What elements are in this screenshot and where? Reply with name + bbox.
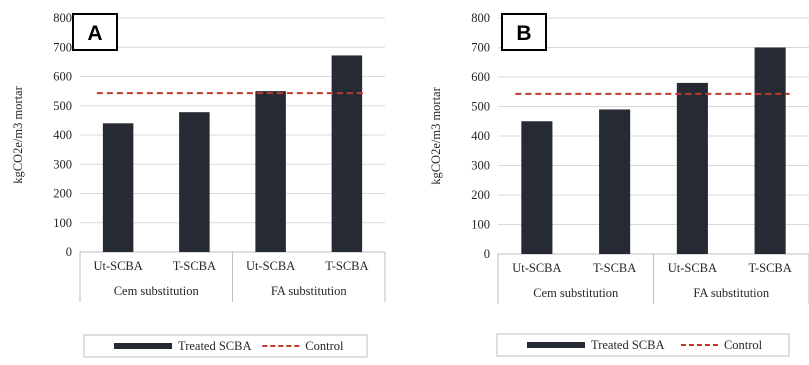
legend-box [496,333,790,357]
legend-line-label: Control [305,339,344,353]
bar [102,123,134,252]
y-tick-label: 100 [53,216,72,230]
x-category-label: Ut-SCBA [93,259,142,273]
y-axis-label: kgCO2e/m3 mortar [11,85,25,183]
panel-letter: B [516,22,531,45]
y-tick-label: 400 [53,128,72,142]
chart-panel-a: 0 100 200 300 400 500 600 700 800 kgCO2e/m3 morta… [11,11,386,358]
y-tick-label: 300 [471,159,490,173]
x-category-label: Ut-SCBA [668,261,717,275]
bar [521,121,553,254]
x-category-label: T-SCBA [173,259,216,273]
y-tick-label: 500 [53,99,72,113]
y-tick-label: 0 [484,247,490,261]
y-tick-label: 700 [471,41,490,55]
x-category-label: T-SCBA [325,259,368,273]
legend-bar-label: Treated SCBA [178,339,252,353]
x-category-label: T-SCBA [593,261,636,275]
bar [754,47,786,254]
legend-box [83,334,368,358]
panel-letter-box [72,13,118,51]
bar [255,91,286,252]
y-tick-label: 800 [471,11,490,25]
y-axis-label: kgCO2e/m3 mortar [429,86,443,184]
bar [179,112,210,252]
chart-panel-b: 0 100 200 300 400 500 600 700 800 kgCO2e/m3 morta… [429,11,809,357]
y-tick-label: 700 [53,40,72,54]
y-tick-label: 300 [53,157,72,171]
legend-bar-swatch [527,342,585,348]
x-category-label: T-SCBA [748,261,791,275]
legend-bar-label: Treated SCBA [591,338,665,352]
bar [599,109,631,254]
x-group-label: FA substitution [271,284,348,298]
y-tick-label: 100 [471,218,490,232]
x-group-label: FA substitution [693,286,770,300]
y-tick-label: 600 [53,70,72,84]
legend-bar-swatch [114,343,172,349]
y-tick-label: 800 [53,11,72,25]
x-category-label: Ut-SCBA [246,259,295,273]
legend-line-label: Control [724,338,763,352]
y-tick-label: 0 [66,245,72,259]
panel-letter-box [501,13,547,51]
y-tick-label: 500 [471,100,490,114]
bar [676,82,708,255]
x-group-label: Cem substitution [533,286,619,300]
y-tick-label: 200 [53,187,72,201]
y-tick-label: 200 [471,188,490,202]
y-tick-label: 600 [471,70,490,84]
x-group-label: Cem substitution [114,284,200,298]
bar [331,55,363,252]
panel-letter: A [87,22,102,45]
y-tick-label: 400 [471,129,490,143]
x-category-label: Ut-SCBA [512,261,561,275]
